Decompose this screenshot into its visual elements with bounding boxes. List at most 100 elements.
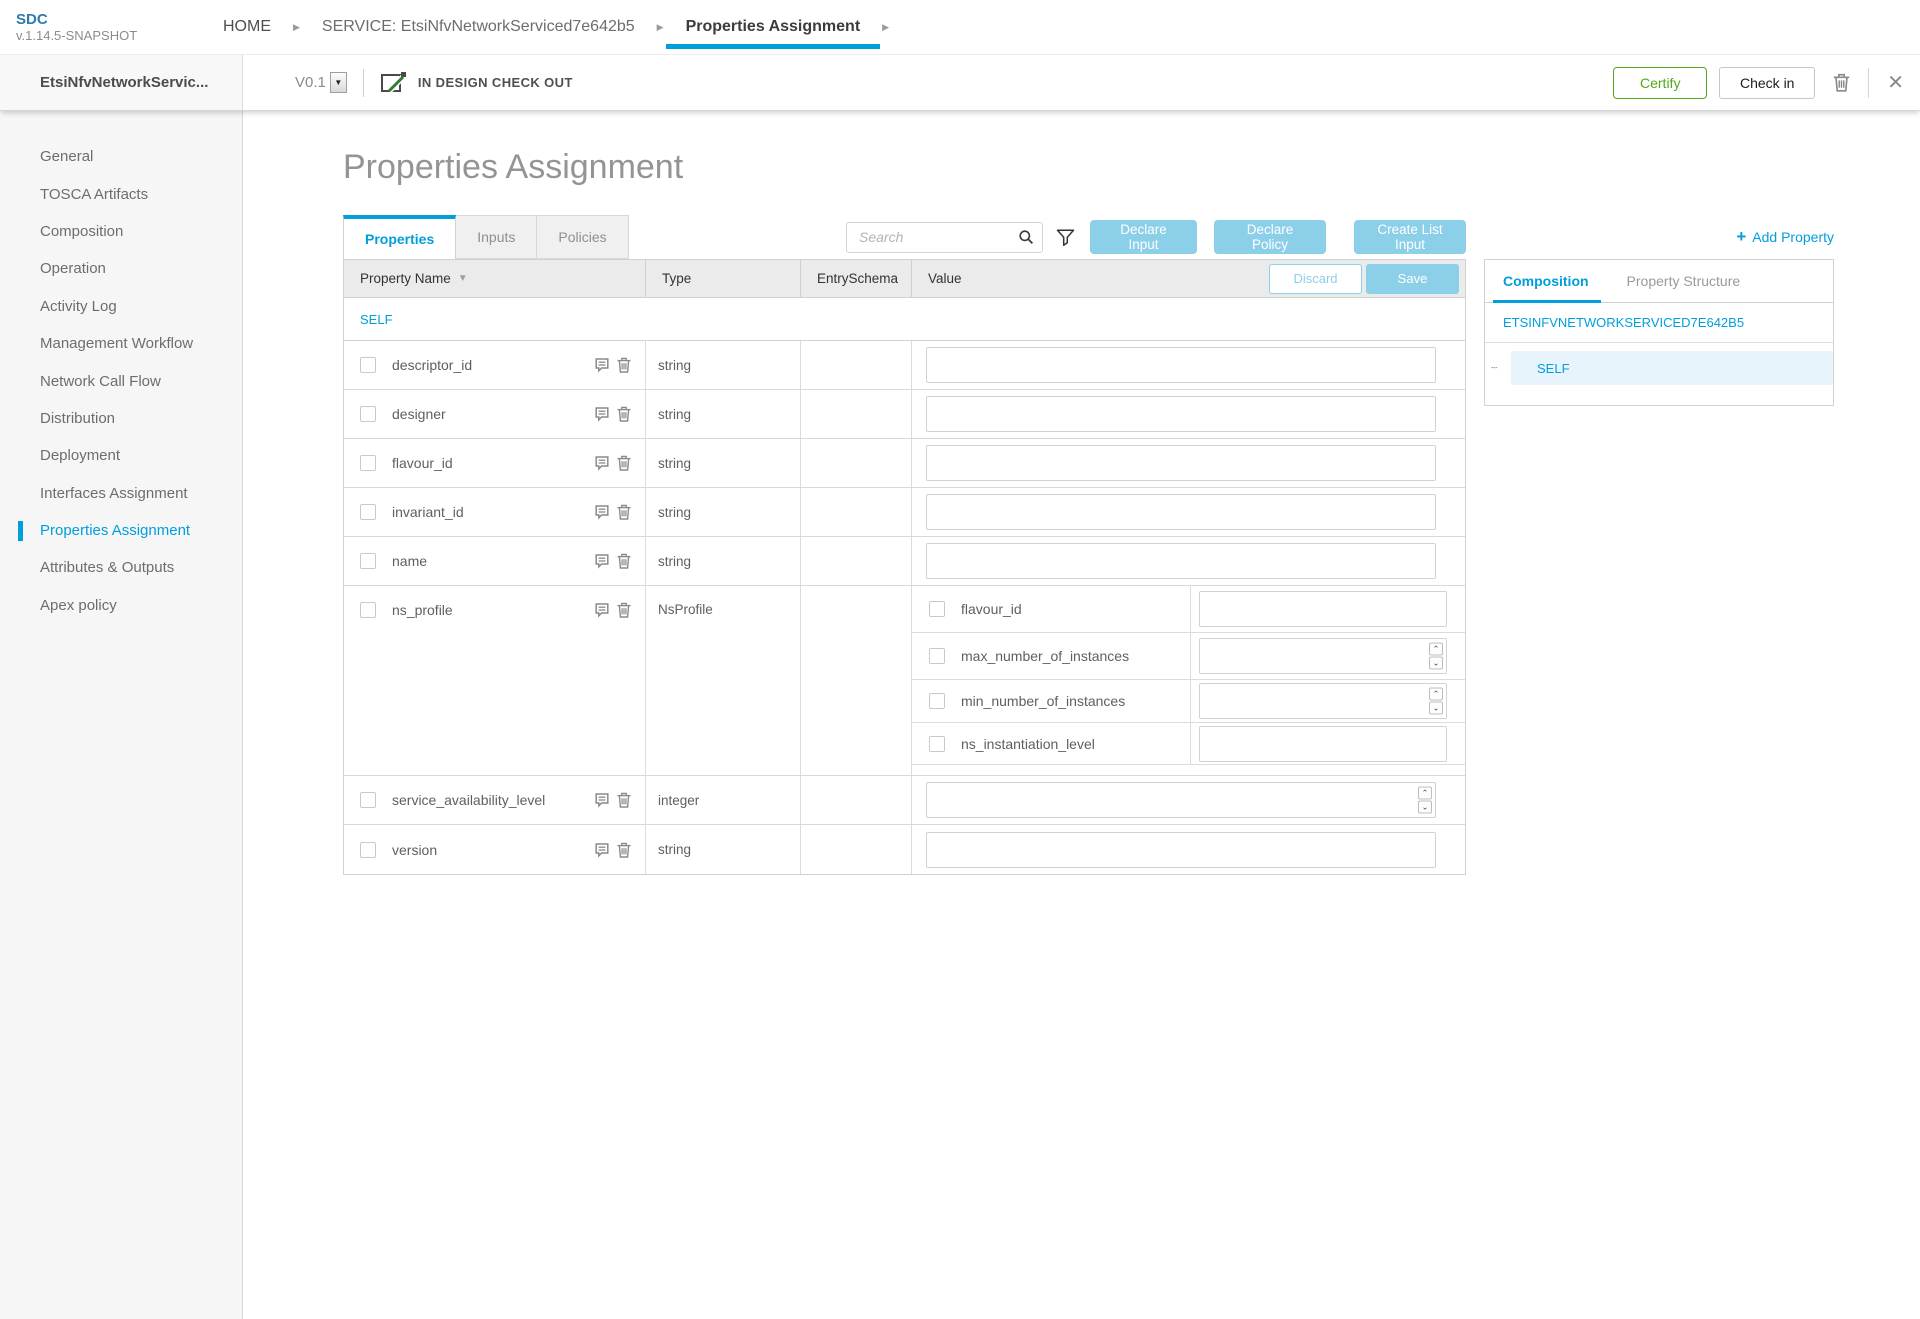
breadcrumb-current[interactable]: Properties Assignment	[665, 0, 880, 54]
spinner-up-icon[interactable]: ⌃	[1418, 786, 1432, 800]
row-checkbox[interactable]	[360, 406, 376, 422]
delete-property-icon[interactable]	[617, 357, 631, 373]
tab-composition[interactable]: Composition	[1493, 260, 1601, 303]
comment-icon[interactable]	[594, 455, 610, 471]
tab-properties[interactable]: Properties	[343, 215, 457, 259]
close-button[interactable]: ✕	[1887, 70, 1904, 95]
delete-property-icon[interactable]	[617, 406, 631, 422]
sidebar-item-distribution[interactable]: Distribution	[40, 409, 116, 427]
sidebar-item-tosca-artifacts[interactable]: TOSCA Artifacts	[40, 185, 149, 203]
filter-button[interactable]	[1056, 228, 1075, 246]
value-input[interactable]	[926, 396, 1436, 432]
search-icon	[1019, 230, 1034, 245]
row-checkbox[interactable]	[360, 792, 376, 808]
comment-icon[interactable]	[594, 602, 610, 618]
group-row-self[interactable]: SELF	[344, 298, 1465, 341]
spinner-up-icon[interactable]: ⌃	[1429, 642, 1443, 656]
breadcrumb-service[interactable]: SERVICE: EtsiNfvNetworkServiced7e642b5	[321, 18, 635, 35]
sidebar-item-attributes-outputs[interactable]: Attributes & Outputs	[40, 559, 175, 577]
col-header-property-name[interactable]: Property Name ▼	[344, 260, 646, 297]
sidebar-item-general[interactable]: General	[40, 148, 94, 166]
breadcrumb-arrow-icon: ▶	[656, 21, 664, 32]
value-number-input[interactable]	[1199, 638, 1447, 674]
checkout-pencil-icon	[380, 72, 406, 94]
comment-icon[interactable]	[594, 406, 610, 422]
delete-service-button[interactable]	[1833, 73, 1850, 92]
tree-node-self[interactable]: SELF	[1511, 351, 1833, 385]
checkin-button[interactable]: Check in	[1719, 66, 1816, 99]
create-list-input-button[interactable]: Create List Input	[1354, 220, 1466, 254]
delete-property-icon[interactable]	[617, 553, 631, 569]
row-checkbox[interactable]	[360, 553, 376, 569]
row-checkbox[interactable]	[360, 504, 376, 520]
table-row-designer: designer string	[344, 390, 1465, 439]
value-number-input[interactable]	[1199, 683, 1447, 719]
entity-title: EtsiNfvNetworkServic...	[0, 55, 243, 110]
delete-property-icon[interactable]	[617, 504, 631, 520]
entryschema-cell	[801, 776, 912, 824]
tab-inputs[interactable]: Inputs	[456, 215, 538, 259]
delete-property-icon[interactable]	[617, 792, 631, 808]
value-input[interactable]	[926, 543, 1436, 579]
sidebar-item-deployment[interactable]: Deployment	[40, 447, 121, 465]
sidebar-item-composition[interactable]: Composition	[40, 222, 124, 240]
instance-link[interactable]: ETSINFVNETWORKSERVICED7E642B5	[1485, 303, 1833, 343]
sidebar-item-activity-log[interactable]: Activity Log	[40, 297, 117, 315]
divider	[1868, 67, 1870, 98]
version-dropdown[interactable]: ▼	[329, 72, 347, 93]
app-logo[interactable]: SDC v.1.14.5-SNAPSHOT	[0, 11, 170, 43]
certify-button[interactable]: Certify	[1613, 66, 1708, 99]
sidebar-item-interfaces-assignment[interactable]: Interfaces Assignment	[40, 484, 188, 502]
value-input[interactable]	[926, 494, 1436, 530]
value-input[interactable]	[926, 347, 1436, 383]
declare-input-button[interactable]: Declare Input	[1090, 220, 1197, 254]
comment-icon[interactable]	[594, 792, 610, 808]
main-content: Properties Assignment Properties Inputs …	[243, 111, 1920, 1319]
comment-icon[interactable]	[594, 553, 610, 569]
sidebar-item-apex-policy[interactable]: Apex policy	[40, 596, 117, 614]
spinner-down-icon[interactable]: ⌄	[1429, 656, 1443, 670]
value-input[interactable]	[1199, 725, 1447, 762]
sidebar-item-properties-assignment[interactable]: Properties Assignment	[0, 512, 242, 549]
delete-property-icon[interactable]	[617, 842, 631, 858]
value-input[interactable]	[926, 831, 1436, 868]
comment-icon[interactable]	[594, 357, 610, 373]
property-type: string	[646, 537, 801, 585]
nested-row-max-number-of-instances: max_number_of_instances ⌃ ⌄	[912, 633, 1465, 680]
chevron-down-icon: ▼	[334, 78, 343, 87]
entryschema-cell	[801, 488, 912, 536]
spinner-up-icon[interactable]: ⌃	[1429, 687, 1443, 701]
comment-icon[interactable]	[594, 504, 610, 520]
breadcrumb-arrow-icon: ▶	[882, 21, 890, 32]
row-checkbox[interactable]	[360, 357, 376, 373]
sidebar-item-operation[interactable]: Operation	[40, 260, 106, 278]
spinner-down-icon[interactable]: ⌄	[1418, 800, 1432, 814]
row-checkbox[interactable]	[360, 602, 376, 618]
declare-policy-button[interactable]: Declare Policy	[1214, 220, 1326, 254]
comment-icon[interactable]	[594, 842, 610, 858]
delete-property-icon[interactable]	[617, 455, 631, 471]
search-input[interactable]	[859, 229, 1018, 245]
row-checkbox[interactable]	[360, 455, 376, 471]
discard-button[interactable]: Discard	[1269, 263, 1362, 294]
delete-property-icon[interactable]	[617, 602, 631, 618]
value-input[interactable]	[1199, 591, 1447, 627]
row-checkbox[interactable]	[929, 693, 945, 709]
row-checkbox[interactable]	[929, 735, 945, 752]
save-button[interactable]: Save	[1366, 263, 1459, 294]
sidebar-item-management-workflow[interactable]: Management Workflow	[40, 335, 194, 353]
value-input[interactable]	[926, 445, 1436, 481]
tab-property-structure[interactable]: Property Structure	[1626, 273, 1741, 289]
sidebar-item-network-call-flow[interactable]: Network Call Flow	[40, 372, 161, 390]
value-number-input[interactable]	[926, 782, 1436, 818]
add-property-button[interactable]: + Add Property	[1736, 227, 1834, 247]
breadcrumb-home[interactable]: HOME	[223, 18, 271, 35]
row-checkbox[interactable]	[360, 841, 376, 858]
tab-policies[interactable]: Policies	[537, 215, 629, 259]
row-checkbox[interactable]	[929, 601, 945, 617]
property-type: string	[646, 439, 801, 487]
property-name: invariant_id	[392, 504, 464, 520]
app-name: SDC	[16, 11, 48, 28]
row-checkbox[interactable]	[929, 648, 945, 664]
spinner-down-icon[interactable]: ⌄	[1429, 701, 1443, 715]
